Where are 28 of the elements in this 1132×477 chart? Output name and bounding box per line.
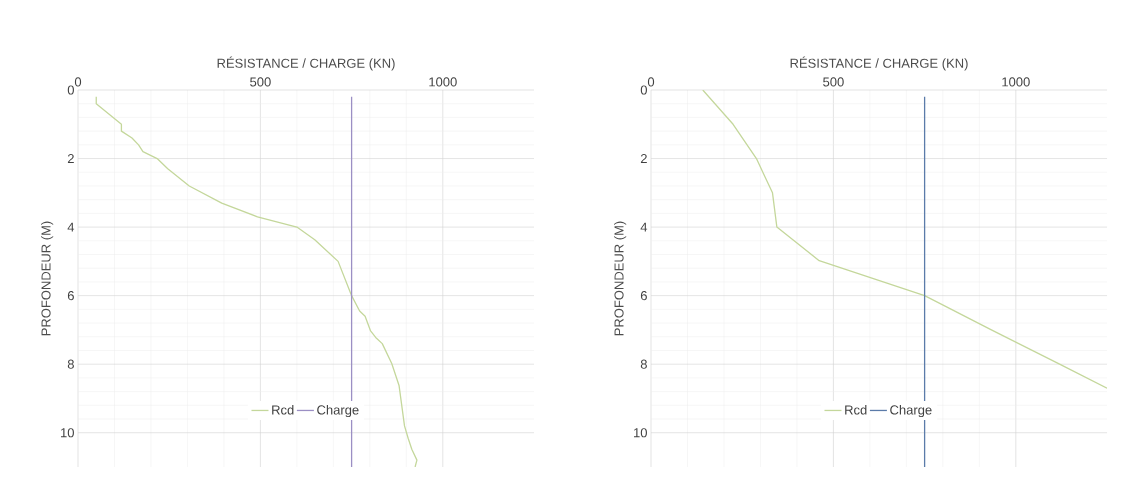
y-tick-label: 2 <box>640 154 647 164</box>
y-axis-title: PROFONDEUR (M) <box>614 221 627 336</box>
legend-label: Charge <box>890 405 932 418</box>
x-tick-label: 1000 <box>429 77 457 87</box>
y-tick-label: 4 <box>640 222 648 232</box>
y-tick-label: 2 <box>67 154 74 164</box>
line-series <box>702 90 1108 389</box>
legend-label: Rcd <box>845 405 867 415</box>
y-tick-label: 4 <box>67 222 75 232</box>
y-tick-label: 0 <box>640 85 647 95</box>
line-series <box>95 96 418 467</box>
x-tick-label: 500 <box>823 77 844 87</box>
y-tick-label: 8 <box>67 359 74 369</box>
y-tick-label: 10 <box>61 428 74 438</box>
x-axis-title: RÉSISTANCE / CHARGE (KN) <box>790 56 968 71</box>
x-axis-title: RÉSISTANCE / CHARGE (KN) <box>217 56 395 71</box>
legend-label: Charge <box>317 405 359 418</box>
y-tick-label: 6 <box>67 291 74 301</box>
y-tick-label: 6 <box>640 291 647 301</box>
x-tick-label: 500 <box>250 77 271 87</box>
x-tick-label: 0 <box>647 77 655 87</box>
y-tick-label: 10 <box>634 428 647 438</box>
y-axis-title: PROFONDEUR (M) <box>41 221 54 336</box>
y-tick-label: 0 <box>67 85 74 95</box>
legend-label: Rcd <box>272 405 294 415</box>
x-tick-label: 1000 <box>1002 77 1030 87</box>
x-tick-label: 0 <box>74 77 82 87</box>
y-tick-label: 8 <box>640 359 647 369</box>
